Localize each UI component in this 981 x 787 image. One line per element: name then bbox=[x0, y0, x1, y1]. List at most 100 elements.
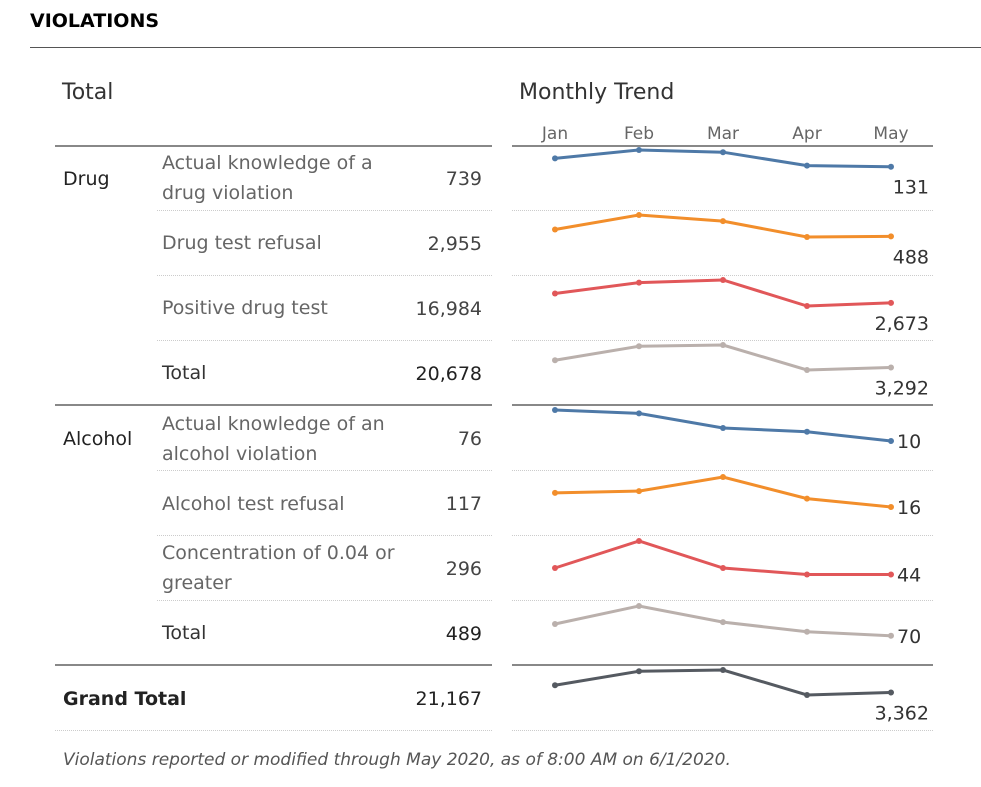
trend-last-value: 488 bbox=[893, 246, 929, 268]
row-divider bbox=[157, 340, 492, 341]
row-value: 296 bbox=[445, 558, 482, 580]
row-divider bbox=[512, 340, 933, 341]
month-label-mar: Mar bbox=[706, 124, 740, 144]
group-divider bbox=[512, 404, 933, 406]
monthly-trend-header: Monthly Trend bbox=[519, 80, 675, 105]
trend-last-value: 131 bbox=[893, 177, 929, 199]
trend-point bbox=[552, 682, 558, 689]
trend-point bbox=[720, 619, 726, 626]
row-divider bbox=[512, 210, 933, 211]
row-label: Concentration of 0.04 or greater bbox=[162, 542, 395, 594]
row-value: 739 bbox=[445, 168, 482, 190]
trend-point bbox=[636, 410, 642, 417]
trend-point bbox=[720, 474, 726, 480]
row-label: Alcohol test refusal bbox=[162, 493, 345, 515]
header-rule-right bbox=[512, 145, 933, 147]
trend-point bbox=[804, 428, 810, 435]
row-value: 76 bbox=[457, 428, 482, 450]
row-divider bbox=[512, 470, 933, 471]
trend-point bbox=[804, 571, 810, 578]
trend-point bbox=[888, 438, 894, 444]
trend-point bbox=[888, 571, 894, 578]
trend-point bbox=[552, 489, 558, 496]
grand-total-divider bbox=[55, 664, 492, 666]
trend-point bbox=[804, 367, 810, 373]
trend-point bbox=[636, 668, 642, 675]
row-divider bbox=[157, 535, 492, 536]
header-rule-left bbox=[55, 145, 492, 147]
row-divider bbox=[512, 275, 933, 276]
trend-point bbox=[552, 290, 558, 297]
trend-point bbox=[804, 495, 810, 502]
row-divider bbox=[512, 600, 933, 601]
trend-last-value: 10 bbox=[897, 431, 921, 453]
trend-point bbox=[720, 342, 726, 348]
trend-point bbox=[888, 233, 894, 240]
row-divider bbox=[157, 600, 492, 601]
trend-line bbox=[554, 343, 892, 372]
trend-point bbox=[888, 689, 894, 696]
row-label-total: Total bbox=[162, 362, 207, 384]
row-label: Drug test refusal bbox=[162, 232, 322, 254]
bottom-rule bbox=[55, 730, 492, 731]
trend-point bbox=[720, 424, 726, 431]
trend-point bbox=[888, 299, 894, 306]
trend-point bbox=[888, 504, 894, 510]
trend-point bbox=[804, 628, 810, 635]
row-value: 2,955 bbox=[427, 233, 482, 255]
month-label-feb: Feb bbox=[623, 124, 655, 144]
row-divider bbox=[157, 210, 492, 211]
row-label: Actual knowledge of an alcohol violation bbox=[162, 413, 385, 465]
trend-point bbox=[636, 279, 642, 286]
month-label-may: May bbox=[873, 124, 909, 144]
row-value-total: 489 bbox=[445, 623, 482, 645]
page-title: VIOLATIONS bbox=[30, 10, 160, 32]
group-divider bbox=[55, 404, 492, 406]
trend-point bbox=[720, 565, 726, 571]
trend-point bbox=[888, 163, 894, 170]
group-label-drug: Drug bbox=[63, 168, 110, 190]
grand-total-label: Grand Total bbox=[63, 688, 187, 710]
row-label-total: Total bbox=[162, 622, 207, 644]
trend-point bbox=[888, 632, 894, 639]
month-label-jan: Jan bbox=[541, 124, 569, 144]
footnote: Violations reported or modified through … bbox=[63, 750, 731, 770]
trend-last-value: 3,292 bbox=[875, 378, 929, 400]
row-divider bbox=[512, 535, 933, 536]
trend-line bbox=[554, 278, 892, 308]
trend-last-value: 44 bbox=[897, 564, 921, 586]
row-value: 117 bbox=[445, 493, 482, 515]
trend-point bbox=[552, 620, 558, 627]
row-value-total: 20,678 bbox=[415, 363, 482, 385]
trend-line bbox=[554, 668, 892, 697]
trend-point bbox=[552, 565, 558, 571]
grand-total-value: 21,167 bbox=[415, 688, 482, 710]
trend-point bbox=[804, 162, 810, 169]
trend-point bbox=[804, 692, 810, 698]
trend-point bbox=[552, 155, 558, 162]
trend-point bbox=[552, 357, 558, 364]
trend-point bbox=[720, 667, 726, 673]
trend-point bbox=[552, 226, 558, 233]
trend-point bbox=[636, 147, 642, 153]
trend-point bbox=[636, 212, 642, 218]
row-divider bbox=[157, 275, 492, 276]
row-value: 16,984 bbox=[415, 298, 482, 320]
trend-point bbox=[720, 149, 726, 156]
row-divider bbox=[157, 470, 492, 471]
total-column-header: Total bbox=[62, 80, 114, 105]
trend-point bbox=[552, 407, 558, 413]
grand-total-divider bbox=[512, 664, 933, 666]
trend-last-value: 2,673 bbox=[875, 313, 929, 335]
trend-point bbox=[804, 303, 810, 309]
trend-point bbox=[636, 343, 642, 350]
trend-point bbox=[636, 488, 642, 495]
month-label-apr: Apr bbox=[792, 124, 822, 144]
bottom-rule bbox=[512, 730, 933, 731]
trend-line bbox=[554, 475, 892, 509]
trend-last-value: 16 bbox=[897, 497, 921, 519]
trend-point bbox=[636, 538, 642, 544]
trend-point bbox=[720, 277, 726, 283]
title-divider bbox=[30, 47, 981, 48]
